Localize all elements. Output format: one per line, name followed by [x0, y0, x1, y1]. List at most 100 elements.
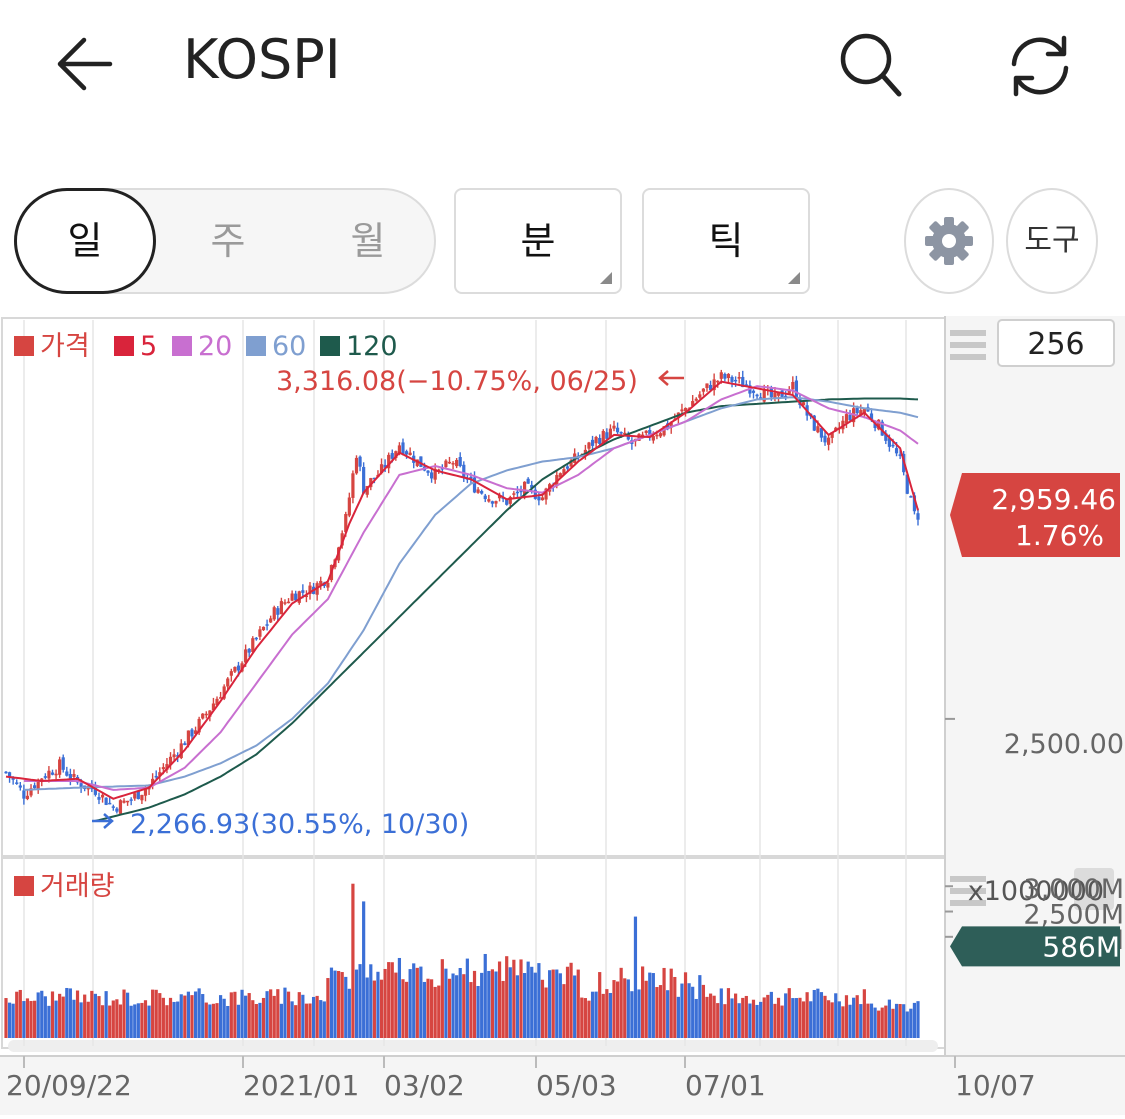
volume-bar: [798, 997, 802, 1038]
volume-bar: [734, 993, 738, 1038]
volume-bar: [301, 994, 305, 1038]
tools-button[interactable]: 도구: [1006, 188, 1098, 294]
volume-bar: [841, 1006, 845, 1038]
volume-bar: [462, 974, 466, 1038]
refresh-icon: [1011, 35, 1069, 97]
volume-bar: [859, 1004, 863, 1038]
volume-bar: [369, 964, 373, 1038]
candle: [723, 372, 727, 382]
candle: [97, 792, 101, 805]
volume-bar: [186, 991, 190, 1038]
candle: [909, 495, 913, 498]
volume-bar: [887, 999, 891, 1038]
volume-bar: [79, 1002, 83, 1038]
lines-menu-icon[interactable]: [950, 330, 986, 360]
volume-bar: [465, 958, 469, 1038]
volume-legend-swatch: [14, 876, 34, 896]
volume-menu-icon[interactable]: [950, 876, 986, 906]
volume-bar: [419, 966, 423, 1038]
candle: [877, 419, 881, 431]
volume-bar: [483, 953, 487, 1038]
stock-chart[interactable]: 가격 5 20 60 120 3,316.08(−10.75%, 06/25) …: [0, 316, 1125, 1115]
volume-bar: [397, 957, 402, 1038]
count-box[interactable]: [997, 319, 1115, 367]
volume-bar: [319, 1000, 323, 1038]
tab-month[interactable]: 월: [350, 219, 386, 263]
candle: [211, 697, 216, 711]
volume-bar: [869, 1003, 874, 1038]
candle: [168, 752, 173, 770]
volume-bar: [326, 978, 330, 1038]
volume-bar: [401, 979, 405, 1038]
legend-swatch-ma5: [114, 336, 134, 356]
candle: [565, 464, 570, 472]
volume-bar: [444, 968, 448, 1038]
volume-bar: [555, 969, 559, 1038]
volume-bar: [100, 1005, 105, 1038]
candle: [419, 456, 423, 468]
volume-bar: [390, 962, 394, 1038]
candle: [229, 668, 233, 682]
volume-bar: [83, 994, 87, 1038]
volume-bar: [176, 1001, 180, 1038]
volume-bar: [723, 1004, 727, 1038]
volume-bar: [726, 988, 731, 1038]
candle: [519, 485, 523, 497]
candle: [737, 372, 741, 384]
tab-week[interactable]: 주: [210, 219, 246, 263]
volume-bar: [530, 966, 534, 1038]
current-change: 1.76%: [1015, 519, 1104, 552]
candle: [701, 388, 706, 396]
volume-bar: [54, 1000, 58, 1038]
volume-bar: [151, 989, 155, 1038]
candle: [172, 748, 176, 762]
volume-bar: [222, 998, 226, 1038]
volume-bar: [598, 972, 602, 1038]
candle: [308, 582, 312, 600]
candle: [247, 648, 251, 658]
candle: [33, 782, 37, 790]
volume-bar: [408, 969, 412, 1038]
volume-bar: [354, 969, 359, 1038]
settings-button[interactable]: [904, 188, 994, 294]
back-button[interactable]: [48, 28, 120, 100]
volume-bar: [909, 1008, 913, 1038]
volume-bar: [333, 970, 337, 1038]
volume-bar: [387, 962, 391, 1038]
volume-bar: [565, 966, 570, 1038]
refresh-button[interactable]: [1002, 28, 1078, 104]
volume-bar: [22, 1001, 26, 1038]
candle: [351, 470, 355, 504]
tick-button[interactable]: 틱: [642, 188, 810, 294]
volume-bar: [755, 1004, 759, 1038]
volume-bar: [823, 995, 827, 1038]
volume-bar: [573, 975, 577, 1038]
volume-bar: [372, 980, 376, 1038]
page-title: KOSPI: [183, 28, 341, 91]
volume-bar: [762, 997, 766, 1038]
candle: [165, 758, 169, 774]
volume-bar: [472, 970, 477, 1038]
volume-bar: [215, 1003, 219, 1038]
volume-bar: [351, 883, 355, 1038]
volume-bar: [809, 1001, 813, 1038]
minute-button[interactable]: 분: [454, 188, 622, 294]
volume-bar: [894, 1003, 899, 1038]
volume-bar: [880, 1007, 884, 1038]
candle: [122, 798, 126, 804]
volume-unit-box[interactable]: [1074, 868, 1114, 910]
volume-bar: [36, 992, 40, 1038]
candle: [705, 383, 709, 392]
chart-scrollbar[interactable]: [8, 1040, 938, 1052]
legend-ma120: 120: [346, 331, 398, 362]
volume-bar: [108, 1005, 112, 1038]
search-button[interactable]: [835, 28, 907, 100]
candle: [61, 754, 65, 773]
volume-bar: [587, 1000, 591, 1038]
tab-day[interactable]: 일: [14, 188, 156, 294]
volume-bar: [90, 990, 94, 1038]
candle: [286, 598, 291, 604]
candle: [233, 666, 237, 673]
volume-bar: [440, 959, 444, 1038]
volume-bar: [218, 995, 223, 1038]
